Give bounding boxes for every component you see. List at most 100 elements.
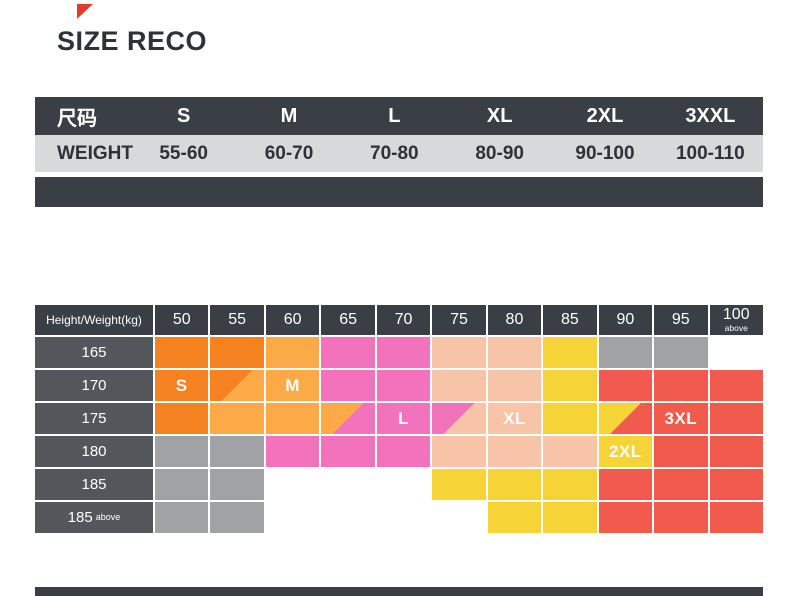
grid-cell [376,436,431,467]
size-table-header-row: 尺码 S M L XL 2XL 3XXL [35,97,763,135]
weight-3xxl: 100-110 [675,142,745,164]
height-weight-grid: Height/Weight(kg) 50 55 60 65 70 75 80 85 90 95 100… [35,305,763,533]
grid-cell [543,370,597,401]
weight-l: 70-80 [370,142,419,164]
grid-row-header: 170 [35,370,153,401]
grid-cell [376,469,431,500]
size-col-xl: XL [486,104,513,127]
grid-cell [321,337,375,368]
grid-cell [709,337,763,368]
grid-cell [265,469,320,500]
grid-cell [543,337,597,368]
grid-cell [376,337,431,368]
grid-cell [598,469,653,500]
grid-cell [598,403,653,434]
grid-cell: 3XL [654,403,708,434]
grid-row-header: 175 [35,403,153,434]
grid-cell [543,469,597,500]
divider-bar [35,177,763,207]
size-table-weight-row: WEIGHT 55-60 60-70 70-80 80-90 90-100 10… [35,135,763,172]
grid-col-header: 70 [376,305,431,335]
page-title: SIZE RECO [57,26,208,56]
grid-cell [487,337,542,368]
grid-row-header: 180 [35,436,153,467]
grid-cell [709,370,763,401]
grid-row-header: 165 [35,337,153,368]
grid-row-header: 185 [35,469,153,500]
weight-2xl: 90-100 [575,142,635,164]
grid-cell [432,370,486,401]
grid-col-header: 65 [321,305,375,335]
grid-cell [155,436,209,467]
grid-cell [487,436,542,467]
grid-cell [709,469,763,500]
grid-cell [265,502,320,533]
grid-cell [598,337,653,368]
grid-cell [709,436,763,467]
size-label: S [175,375,188,395]
grid-cell [265,436,320,467]
grid-cell [321,370,375,401]
size-col-s: S [176,104,191,127]
size-label: XL [503,408,526,428]
grid-col-header: 80 [487,305,542,335]
grid-col-header: 90 [598,305,653,335]
grid-cell [155,337,209,368]
grid-col-header: 95 [654,305,708,335]
grid-cell [376,502,431,533]
grid-cell: XL [487,403,542,434]
weight-m: 60-70 [264,142,314,164]
grid-col-header: 50 [155,305,209,335]
grid-row-header: 185 above [35,502,153,533]
grid-cell: L [376,403,431,434]
grid-cell [654,436,708,467]
grid-cell [487,370,542,401]
grid-cell [543,436,597,467]
size-col-l: L [388,104,401,127]
grid-cell [654,469,708,500]
grid-cell [210,469,264,500]
grid-cell [210,370,264,401]
grid-cell [654,370,708,401]
grid-cell: M [265,370,320,401]
grid-cell [155,469,209,500]
grid-cell [210,403,264,434]
grid-cell [709,403,763,434]
red-flag-icon [77,4,93,19]
size-label: M [285,375,300,395]
grid-col-header: 85 [543,305,597,335]
grid-col-header: 60 [265,305,320,335]
grid-cell [210,502,264,533]
grid-cell [487,502,542,533]
size-label: 3XL [664,408,698,428]
grid-cell [432,403,486,434]
grid-cell [543,403,597,434]
grid-cell [543,502,597,533]
grid-cell [432,436,486,467]
grid-cell [321,403,375,434]
grid-cell [654,337,708,368]
grid-cell [155,502,209,533]
grid-cell [432,502,486,533]
size-table-size-label: 尺码 [57,107,97,130]
grid-cell [155,403,209,434]
weight-s: 55-60 [159,142,208,164]
weight-xl: 80-90 [475,142,524,164]
grid-cell [598,370,653,401]
grid-cell [432,337,486,368]
size-col-2xl: 2XL [586,104,624,127]
grid-col-header: 100 above [709,305,763,335]
bottom-bar [35,587,763,596]
grid-col-header: 55 [210,305,264,335]
grid-cell [709,502,763,533]
grid-cell [598,502,653,533]
grid-cell [210,337,264,368]
size-col-3xxl: 3XXL [685,104,736,127]
grid-cell [321,469,375,500]
grid-cell: 2XL [598,436,653,467]
grid-corner-label: Height/Weight(kg) [35,305,153,335]
size-label: L [398,408,409,428]
grid-cell [265,403,320,434]
grid-cell [210,436,264,467]
grid-col-header: 75 [432,305,486,335]
